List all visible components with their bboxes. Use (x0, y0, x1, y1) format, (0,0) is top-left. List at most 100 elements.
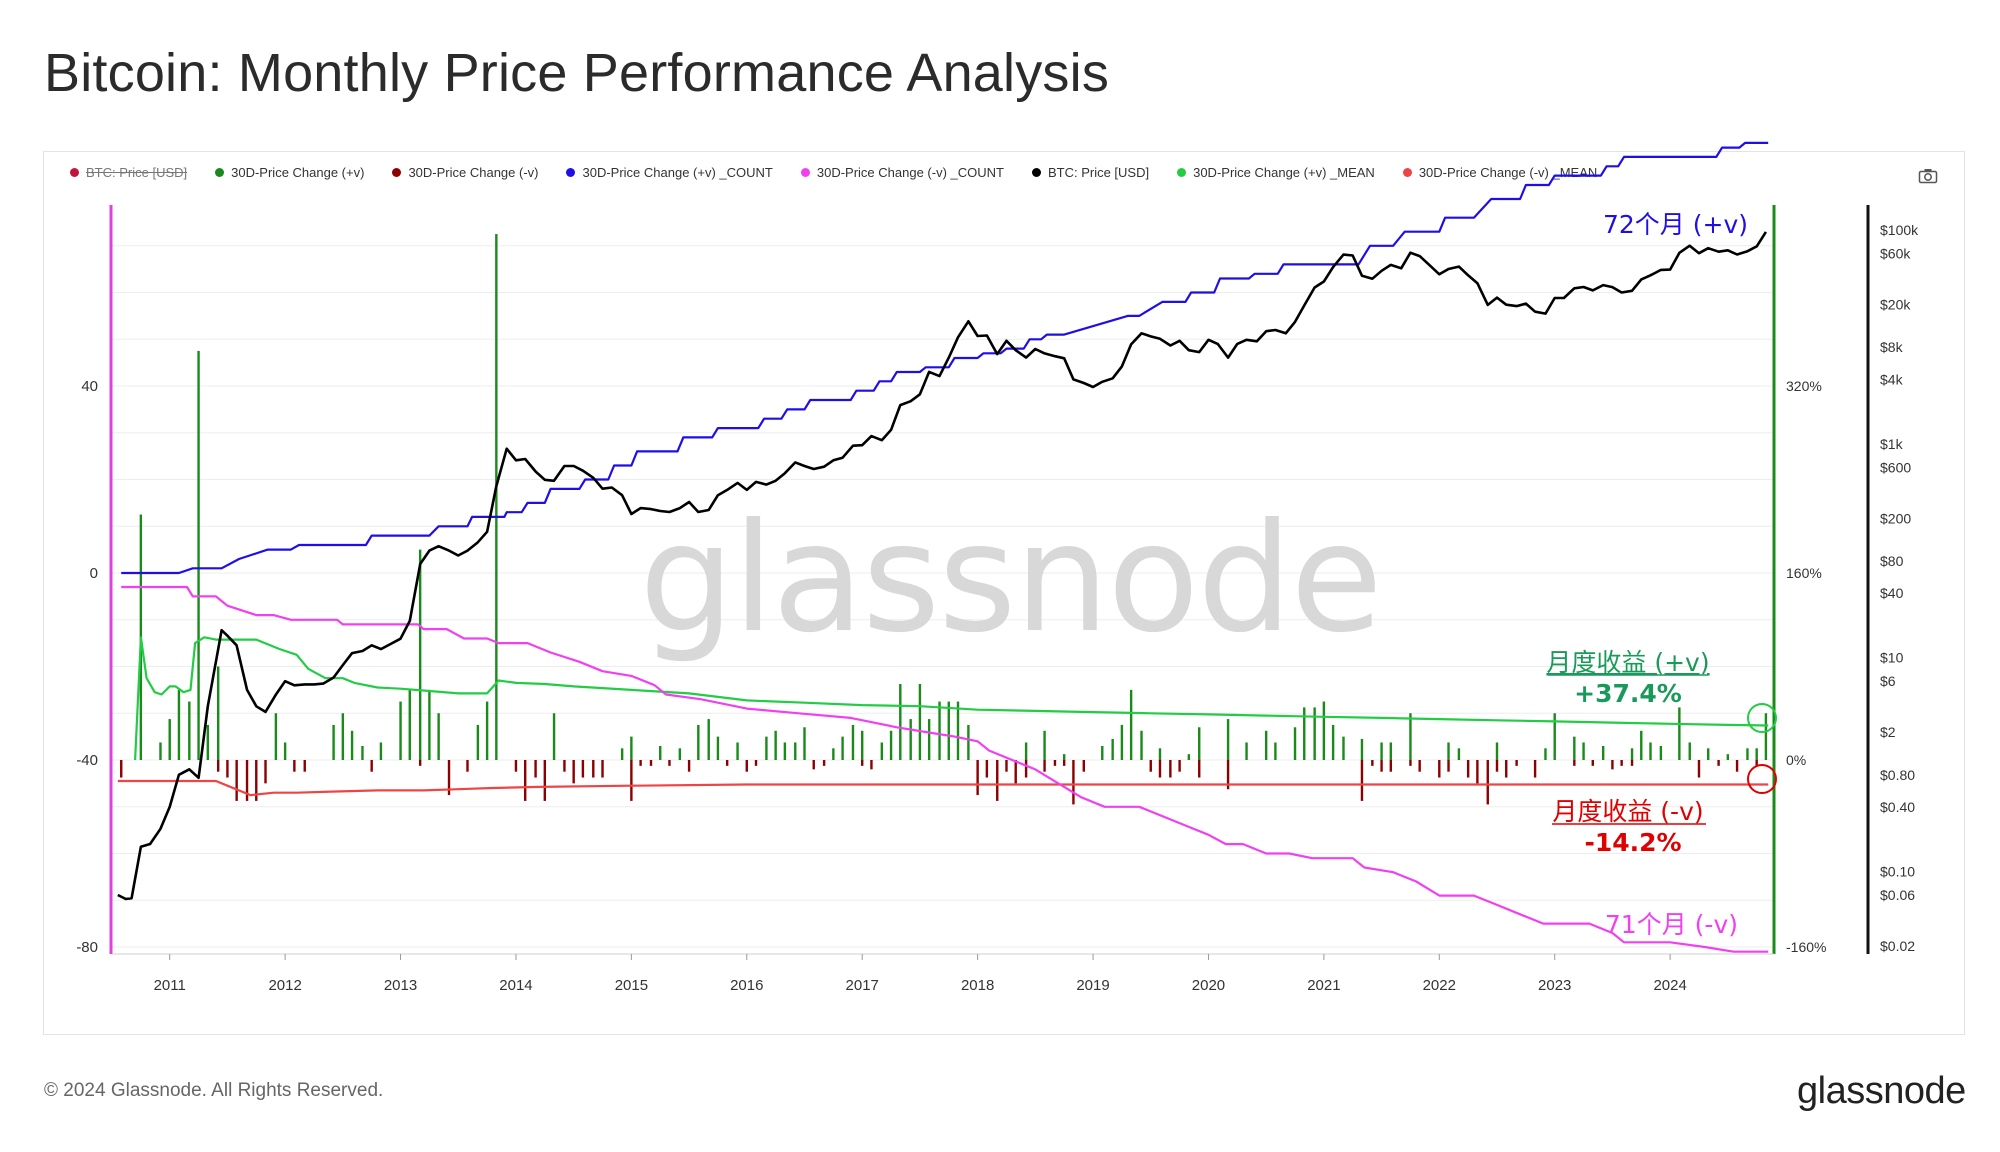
positive-change-bar (399, 701, 402, 760)
positive-change-bar (1140, 730, 1143, 760)
negative-change-bar (592, 760, 595, 778)
x-tick-label: 2021 (1307, 977, 1340, 994)
positive-change-bar (1495, 742, 1499, 760)
positive-change-bar (909, 719, 912, 760)
price-tick-label: $1k (1880, 436, 1904, 452)
mid-tick-label: 0% (1786, 752, 1806, 768)
negative-change-bar (245, 760, 249, 801)
camera-icon[interactable] (1918, 168, 1938, 184)
legend-label: 30D-Price Change (+v) (231, 164, 365, 180)
price-tick-label: $0.06 (1880, 887, 1915, 903)
negative-mean-label: 月度收益 (-v) (1552, 797, 1703, 826)
positive-change-bar (1601, 745, 1605, 760)
positive-change-bar (736, 742, 739, 760)
negative-change-bar (822, 760, 826, 766)
positive-change-bar (197, 350, 200, 760)
negative-change-bar (1717, 760, 1720, 766)
positive-change-bar (1409, 713, 1412, 760)
price-tick-label: $20k (1880, 297, 1911, 313)
negative-change-bar (870, 760, 873, 770)
price-tick-label: $6 (1880, 673, 1896, 689)
positive-change-bar (938, 701, 941, 760)
legend-label: BTC: Price [USD] (86, 164, 188, 180)
legend-item[interactable]: 30D-Price Change (+v) _COUNT (566, 163, 773, 181)
legend-item[interactable]: 30D-Price Change (+v) (215, 163, 364, 181)
legend-dot-icon (1031, 167, 1041, 177)
legend-label: BTC: Price [USD] (1047, 164, 1150, 180)
legend-item[interactable]: 30D-Price Change (-v) _MEAN (1402, 163, 1598, 181)
negative-change-bar (725, 760, 729, 766)
negative-change-bar (1466, 760, 1470, 778)
legend-item[interactable]: BTC: Price [USD] (70, 163, 187, 181)
price-line (117, 231, 1767, 901)
positive-change-bar (476, 724, 480, 760)
negative-change-bar (1755, 760, 1758, 766)
negative-change-bar (985, 760, 989, 778)
negative-change-bar (1630, 760, 1634, 766)
negative-change-bar (1515, 760, 1518, 766)
positive-change-bar (620, 748, 624, 760)
x-tick-label: 2020 (1192, 977, 1225, 994)
brand-logo: glassnode (1797, 1070, 1966, 1112)
legend-dot-icon (392, 167, 402, 177)
positive-change-bar (1746, 748, 1749, 760)
negative-change-bar (563, 760, 566, 772)
legend-item[interactable]: 30D-Price Change (+v) _MEAN (1177, 163, 1375, 181)
positive-change-bar (1187, 754, 1191, 760)
legend-item[interactable]: 30D-Price Change (-v) (392, 163, 538, 181)
grid-lines (112, 245, 1774, 948)
positive-change-bar (716, 736, 720, 760)
negative-change-bar (216, 760, 220, 772)
positive-change-bar (1111, 738, 1114, 760)
positive-change-bar (1303, 707, 1306, 760)
positive-change-bar (1630, 748, 1634, 760)
legend-dot-icon (1177, 167, 1187, 177)
positive-mean-value: +37.4% (1574, 679, 1682, 708)
positive-change-bar (1274, 742, 1277, 760)
positive-change-bar (659, 745, 662, 760)
legend-dot-icon (1402, 167, 1412, 177)
positive-change-bar (206, 724, 209, 760)
chart-frame (43, 151, 1965, 1035)
positive-change-bar (485, 701, 489, 760)
negative-change-bar (1476, 760, 1479, 784)
positive-change-bar (361, 745, 364, 760)
positive-change-bar (1198, 727, 1201, 760)
negative-change-bar (523, 760, 527, 801)
positive-change-bar (1707, 748, 1710, 760)
positive-change-bar (1331, 724, 1335, 760)
positive-change-bar (1755, 748, 1758, 760)
positive-change-bar (861, 730, 864, 760)
positive-change-bar (1226, 719, 1230, 760)
price-tick-label: $2 (1880, 724, 1896, 740)
negative-mean-line (117, 779, 1769, 797)
positive-change-bar (783, 742, 787, 760)
negative-mean-marker (1747, 764, 1777, 794)
negative-count-annotation: 71个月 (-v) (1605, 910, 1738, 939)
positive-change-bar (1688, 742, 1691, 760)
negative-change-bar (581, 760, 585, 778)
positive-change-bar (283, 742, 287, 760)
legend-label: 30D-Price Change (-v) _MEAN (1418, 164, 1598, 180)
x-tick-label: 2013 (384, 977, 417, 994)
mid-tick-label: 160% (1786, 565, 1822, 581)
positive-change-bar (630, 736, 633, 760)
positive-change-bar (774, 730, 777, 760)
negative-change-bar (639, 760, 642, 766)
positive-change-bar (1101, 745, 1104, 760)
legend-item[interactable]: 30D-Price Change (-v) _COUNT (800, 163, 1004, 181)
positive-change-bar (1158, 748, 1162, 760)
negative-mean-value: -14.2% (1584, 828, 1681, 857)
negative-change-bar (1072, 760, 1075, 805)
legend-dot-icon (215, 167, 225, 177)
negative-change-bar (1620, 760, 1623, 766)
negative-change-bar (1014, 760, 1017, 784)
negative-change-bar (255, 760, 258, 801)
positive-change-bar (1360, 738, 1364, 760)
x-tick-label: 2018 (961, 977, 994, 994)
negative-change-bar (226, 760, 229, 778)
positive-change-bar (803, 727, 806, 760)
positive-change-bar (1726, 754, 1730, 760)
legend-item[interactable]: BTC: Price [USD] (1031, 163, 1150, 181)
